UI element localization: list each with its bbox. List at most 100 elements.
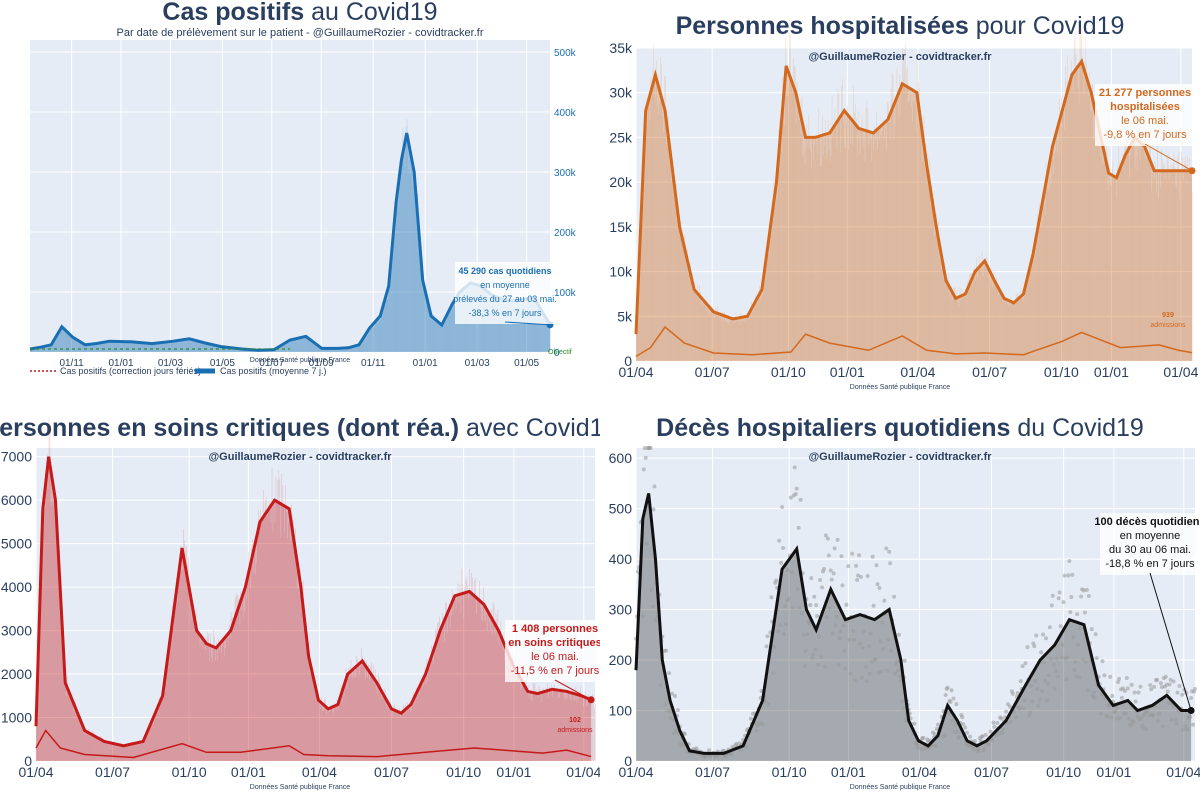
daily-bar: [294, 539, 295, 761]
daily-bar: [130, 746, 132, 761]
daily-bar: [148, 723, 150, 761]
daily-bar: [337, 348, 339, 352]
daily-point: [808, 602, 813, 607]
daily-bar: [714, 317, 716, 361]
daily-bar: [1080, 30, 1082, 362]
daily-point: [1013, 715, 1018, 720]
y-tick-label: 20k: [609, 174, 633, 190]
chart-deces-svg: Décès hospitaliers quotidiens du Covid19…: [609, 414, 1200, 791]
daily-point: [897, 674, 902, 679]
daily-bar: [217, 659, 218, 761]
daily-bar: [282, 485, 284, 761]
daily-point: [729, 752, 734, 757]
daily-bar: [138, 341, 139, 352]
daily-bar: [517, 664, 518, 761]
daily-bar: [352, 679, 354, 761]
daily-bar: [238, 348, 239, 352]
daily-bar: [924, 166, 926, 361]
daily-bar: [417, 687, 419, 761]
daily-bar: [68, 332, 69, 352]
daily-bar: [205, 343, 206, 352]
daily-bar: [1047, 189, 1049, 361]
y-tick-label: 100k: [554, 288, 577, 299]
daily-bar: [586, 706, 587, 761]
daily-bar: [119, 342, 120, 352]
daily-point: [658, 682, 663, 687]
daily-bar: [444, 641, 445, 761]
daily-bar: [651, 96, 653, 361]
daily-bar: [534, 298, 535, 352]
annotation-box: [505, 620, 600, 682]
daily-bar: [135, 342, 136, 352]
daily-bar: [1158, 198, 1159, 361]
daily-bar: [299, 568, 301, 761]
daily-bar: [232, 347, 234, 352]
daily-bar: [728, 324, 730, 361]
daily-bar: [1104, 152, 1106, 361]
daily-bar: [379, 683, 381, 761]
daily-point: [803, 649, 808, 654]
daily-bar: [972, 286, 973, 361]
daily-bar: [1106, 150, 1108, 361]
daily-bar: [199, 646, 201, 761]
daily-point: [1105, 714, 1110, 719]
daily-bar: [828, 150, 830, 361]
daily-bar: [410, 709, 412, 761]
daily-bar: [897, 99, 899, 361]
daily-bar: [38, 630, 40, 761]
daily-bar: [730, 315, 732, 361]
daily-bar: [199, 341, 201, 352]
daily-point: [850, 551, 855, 556]
daily-bar: [1170, 171, 1172, 361]
daily-bar: [218, 638, 219, 761]
daily-bar: [127, 746, 129, 761]
daily-bar: [994, 283, 996, 361]
daily-bar: [1079, 26, 1081, 362]
daily-bar: [160, 700, 162, 761]
daily-bar: [1185, 156, 1186, 361]
daily-bar: [1164, 178, 1166, 361]
daily-bar: [1019, 295, 1021, 361]
daily-bar: [346, 689, 348, 761]
daily-bar: [73, 711, 75, 761]
daily-bar: [278, 469, 280, 761]
daily-bar: [959, 287, 961, 361]
daily-bar: [285, 484, 286, 761]
x-tick-label: 01/03: [465, 358, 490, 369]
daily-bar: [44, 508, 46, 761]
daily-bar: [200, 342, 202, 352]
daily-point: [641, 467, 646, 472]
daily-bar: [403, 704, 404, 761]
daily-bar: [677, 224, 679, 361]
daily-bar: [1017, 292, 1019, 361]
daily-point: [988, 729, 993, 734]
y-tick-label: 2000: [1, 666, 32, 682]
daily-bar: [641, 201, 643, 361]
daily-bar: [770, 234, 772, 361]
daily-point: [826, 553, 831, 558]
daily-bar: [175, 587, 176, 761]
daily-bar: [1066, 81, 1067, 361]
daily-point: [1043, 678, 1048, 683]
daily-bar: [1169, 164, 1171, 361]
daily-bar: [839, 120, 841, 361]
daily-bar: [71, 693, 72, 761]
daily-bar: [715, 307, 717, 361]
daily-bar: [880, 134, 881, 361]
daily-bar: [887, 101, 889, 362]
daily-bar: [554, 684, 555, 761]
daily-bar: [706, 310, 708, 361]
daily-bar: [324, 698, 325, 761]
daily-bar: [525, 681, 527, 761]
daily-point: [1054, 656, 1059, 661]
daily-point: [1070, 572, 1075, 577]
daily-bar: [403, 143, 405, 352]
daily-bar: [701, 305, 703, 361]
daily-bar: [134, 341, 135, 352]
daily-bar: [91, 343, 93, 352]
daily-bar: [1037, 241, 1039, 361]
daily-bar: [1097, 137, 1098, 361]
daily-point: [789, 570, 794, 575]
annotation-line: 45 290 cas quotidiens: [458, 266, 551, 276]
daily-bar: [368, 664, 369, 761]
